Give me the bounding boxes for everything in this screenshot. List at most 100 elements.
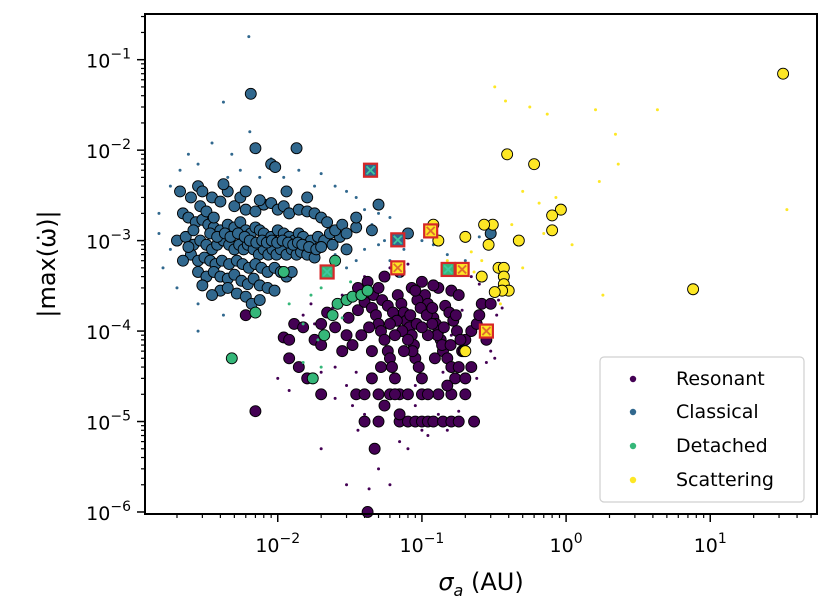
point-small-detached xyxy=(301,322,305,326)
point-small-classical xyxy=(238,168,242,172)
point-resonant xyxy=(378,399,391,412)
point-small-resonant xyxy=(475,376,479,380)
point-small-resonant xyxy=(489,349,493,353)
point-scattering xyxy=(501,148,514,161)
point-resonant xyxy=(389,388,401,401)
point-detached xyxy=(225,352,238,365)
point-small-classical xyxy=(388,216,392,220)
point-small-resonant xyxy=(441,370,445,374)
point-resonant xyxy=(421,388,434,401)
point-small-resonant xyxy=(460,308,464,312)
point-classical xyxy=(221,281,234,294)
point-small-resonant xyxy=(363,412,367,416)
legend-marker-classical xyxy=(629,408,637,416)
point-small-classical xyxy=(230,152,234,156)
point-small-resonant xyxy=(413,384,417,388)
point-scattering xyxy=(488,286,501,298)
point-resonant xyxy=(365,345,378,358)
point-small-resonant xyxy=(309,302,313,306)
point-resonant xyxy=(415,321,428,334)
point-scattering xyxy=(459,230,472,243)
point-classical xyxy=(228,200,241,213)
point-small-scattering xyxy=(472,270,476,274)
x-axis-label: σa (AU) xyxy=(438,568,523,600)
point-classical xyxy=(206,289,218,302)
point-resonant xyxy=(452,361,465,374)
point-classical xyxy=(234,216,247,229)
point-resonant xyxy=(363,321,376,334)
point-resonant xyxy=(378,270,391,283)
point-resonant xyxy=(372,415,385,428)
highlight-layer xyxy=(319,162,494,339)
point-small-resonant xyxy=(497,298,501,302)
point-small-resonant xyxy=(345,483,349,487)
x-axis-subscript: a xyxy=(454,581,464,600)
x-tick-label: 10−1 xyxy=(400,531,445,557)
point-resonant xyxy=(397,345,410,358)
point-detached xyxy=(361,284,374,297)
point-resonant xyxy=(361,506,374,518)
point-classical xyxy=(187,224,200,237)
point-small-classical xyxy=(363,208,367,212)
point-small-classical xyxy=(248,130,252,134)
point-small-classical xyxy=(196,302,200,306)
point-small-resonant xyxy=(351,404,355,408)
point-resonant xyxy=(283,333,296,346)
point-detached xyxy=(277,266,290,278)
series-classical xyxy=(157,35,497,333)
x-axis-symbol: σ xyxy=(438,568,454,596)
point-small-resonant xyxy=(367,487,371,491)
point-small-resonant xyxy=(406,262,410,266)
point-small-classical xyxy=(247,35,251,39)
point-detached xyxy=(249,306,262,319)
point-small-scattering xyxy=(601,293,605,297)
highlight-x-mark xyxy=(443,264,453,275)
point-scattering xyxy=(554,203,567,216)
point-classical xyxy=(244,87,257,100)
point-resonant xyxy=(340,329,353,342)
point-small-scattering xyxy=(498,302,502,306)
point-small-resonant xyxy=(319,370,323,374)
point-resonant xyxy=(409,284,422,297)
point-small-detached xyxy=(319,286,323,290)
point-small-classical xyxy=(161,266,165,270)
point-resonant xyxy=(459,372,472,385)
x-tick-label: 10−2 xyxy=(255,531,300,557)
point-small-resonant xyxy=(436,412,440,416)
point-resonant xyxy=(389,372,401,385)
point-resonant xyxy=(352,304,364,317)
point-small-classical xyxy=(210,141,214,145)
point-resonant xyxy=(449,309,462,322)
point-small-resonant xyxy=(377,467,381,471)
highlight-x-mark xyxy=(426,226,436,236)
point-small-scattering xyxy=(545,112,549,116)
point-resonant xyxy=(415,275,428,288)
point-detached xyxy=(306,372,319,385)
point-resonant xyxy=(249,405,262,418)
point-small-classical xyxy=(354,259,358,263)
point-small-resonant xyxy=(457,409,461,413)
point-small-scattering xyxy=(597,180,601,184)
point-resonant xyxy=(315,317,328,330)
point-small-resonant xyxy=(287,389,291,393)
point-small-scattering xyxy=(493,85,497,89)
point-resonant xyxy=(444,339,457,352)
point-small-resonant xyxy=(477,282,481,286)
point-resonant xyxy=(336,345,349,358)
point-resonant xyxy=(372,388,385,401)
point-scattering xyxy=(528,158,541,171)
point-small-resonant xyxy=(319,447,323,451)
point-small-classical xyxy=(420,239,424,243)
y-tick-label: 10−2 xyxy=(86,137,131,163)
point-resonant xyxy=(459,388,472,401)
point-scattering xyxy=(482,238,495,251)
point-classical xyxy=(214,195,227,208)
point-classical xyxy=(249,142,262,155)
major-ticks-layer xyxy=(137,58,712,522)
point-small-classical xyxy=(319,172,323,176)
point-classical xyxy=(350,221,363,234)
y-tick-label: 10−6 xyxy=(86,499,131,525)
legend-label-resonant: Resonant xyxy=(676,368,765,390)
point-small-scattering xyxy=(528,105,532,109)
point-resonant xyxy=(426,317,439,330)
